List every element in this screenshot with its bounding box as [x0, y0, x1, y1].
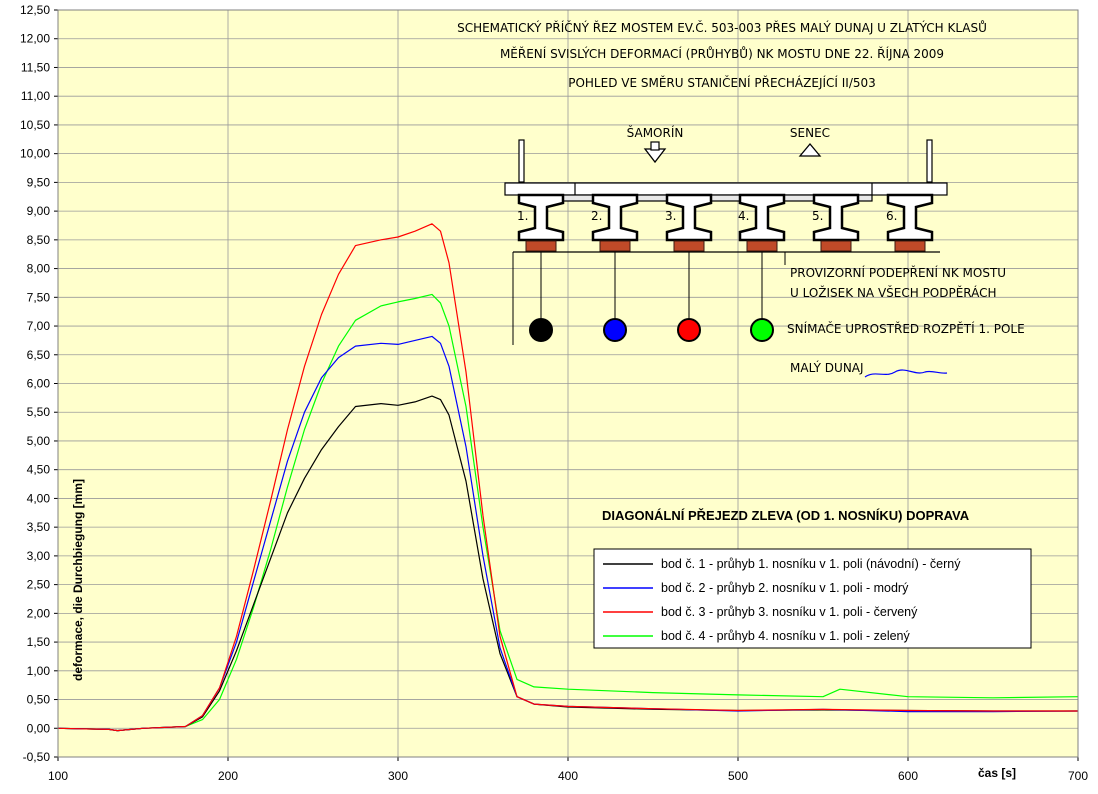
series-lines — [57, 223, 1079, 732]
sensor-dot — [529, 318, 553, 342]
y-tick-label: 11,00 — [21, 89, 50, 103]
arrow-up-icon — [798, 142, 822, 157]
sensors — [529, 252, 774, 342]
x-tick-labels: 100 200 300 400 500 600 700 — [48, 769, 1088, 783]
y-tick-label: 0,50 — [27, 693, 51, 707]
direction-right-label: SENEC — [790, 126, 830, 140]
legend-label: bod č. 1 - průhyb 1. nosníku v 1. poli (… — [661, 557, 961, 571]
plot-border — [57, 9, 1079, 758]
y-tick-label: 8,00 — [27, 262, 51, 276]
y-axis-label: deformace, die Durchbiegung [mm] — [71, 479, 85, 681]
y-tick-label: 3,50 — [27, 520, 51, 534]
y-tick-label: 2,50 — [27, 578, 51, 592]
y-tick-label: 12,50 — [20, 3, 50, 17]
y-tick-label: 1,50 — [27, 635, 51, 649]
y-tick-label: 2,00 — [27, 606, 51, 620]
girder-label: 3. — [665, 209, 676, 223]
y-tick-label: 10,00 — [20, 147, 50, 161]
bridge-cross-section-diagram: SCHEMATICKÝ PŘÍČNÝ ŘEZ MOSTEM EV.Č. 503-… — [457, 20, 1025, 378]
girder-5 — [812, 193, 860, 242]
sensor-dot — [677, 318, 701, 342]
x-tick-label: 600 — [898, 769, 918, 783]
bearings — [525, 240, 926, 252]
diagram-title-line-2: MĚŘENÍ SVISLÝCH DEFORMACÍ (PRŮHYBŮ) NK M… — [500, 46, 944, 61]
bearing-pad — [673, 240, 705, 252]
y-tick-label: 1,00 — [27, 664, 51, 678]
y-tick-label: 7,50 — [27, 290, 51, 304]
y-tick-label: 6,00 — [27, 377, 51, 391]
y-tick-label: 9,50 — [27, 175, 51, 189]
legend-box — [593, 548, 1032, 649]
x-tick-label: 700 — [1068, 769, 1088, 783]
legend: bod č. 1 - průhyb 1. nosníku v 1. poli (… — [593, 548, 1032, 649]
y-tick-label: 10,50 — [20, 118, 50, 132]
y-tick-label: 12,00 — [20, 32, 50, 46]
girder-1 — [517, 193, 565, 242]
bearing-pad — [525, 240, 557, 252]
support-note-line-1: PROVIZORNÍ PODEPŘENÍ NK MOSTU — [790, 265, 1006, 280]
y-tick-label: 0,00 — [27, 721, 51, 735]
y-tick-label: 4,50 — [27, 463, 51, 477]
legend-label: bod č. 3 - průhyb 3. nosníku v 1. poli -… — [661, 605, 918, 619]
sensor-note: SNÍMAČE UPROSTŘED ROZPĚTÍ 1. POLE — [787, 321, 1025, 336]
direction-left-label: ŠAMORÍN — [627, 125, 684, 140]
diagram-title-line-1: SCHEMATICKÝ PŘÍČNÝ ŘEZ MOSTEM EV.Č. 503-… — [457, 20, 987, 35]
y-tick-label: 11,50 — [21, 60, 50, 74]
girder-4 — [738, 193, 786, 242]
x-axis-label: čas [s] — [978, 766, 1016, 780]
x-tick-label: 200 — [218, 769, 238, 783]
x-tick-label: 100 — [48, 769, 68, 783]
x-tick-label: 500 — [728, 769, 748, 783]
x-tick-label: 400 — [558, 769, 578, 783]
girder-3 — [665, 193, 713, 242]
river-label: MALÝ DUNAJ — [790, 360, 864, 375]
girder-label: 2. — [591, 209, 602, 223]
girder-label: 5. — [812, 209, 823, 223]
y-tick-label: 5,50 — [27, 405, 51, 419]
series-line-3 — [57, 223, 1078, 732]
girder-label: 6. — [886, 209, 897, 223]
y-tick-label: 8,50 — [27, 233, 51, 247]
y-tick-label: 4,00 — [27, 491, 51, 505]
arrow-down-stem — [650, 141, 660, 151]
bearing-pad — [599, 240, 631, 252]
girder-label: 1. — [517, 209, 528, 223]
y-tick-label: -0,50 — [23, 750, 51, 764]
y-tick-label: 3,00 — [27, 549, 51, 563]
girder-6 — [886, 193, 934, 242]
bearing-pad — [894, 240, 926, 252]
crossing-note: DIAGONÁLNÍ PŘEJEZD ZLEVA (OD 1. NOSNÍKU)… — [602, 508, 970, 523]
bearing-pad — [746, 240, 778, 252]
sensor-dot — [603, 318, 627, 342]
support-note-line-2: U LOŽISEK NA VŠECH PODPĚRÁCH — [790, 285, 997, 300]
y-tick-labels: -0,50 0,00 0,50 1,00 1,50 2,00 2,50 3,00 3,50 4,0… — [20, 3, 50, 764]
river-wave-icon — [864, 369, 948, 378]
y-tick-label: 5,00 — [27, 434, 51, 448]
legend-label: bod č. 4 - průhyb 4. nosníku v 1. poli -… — [661, 629, 910, 643]
sensor-dot — [750, 318, 774, 342]
railings — [518, 139, 933, 183]
girder-2 — [591, 193, 639, 242]
y-tick-label: 7,00 — [27, 319, 51, 333]
girder-label: 4. — [738, 209, 749, 223]
x-tick-label: 300 — [388, 769, 408, 783]
legend-label: bod č. 2 - průhyb 2. nosníku v 1. poli -… — [661, 581, 909, 595]
girders: 1. 2. 3. 4. 5. 6. — [517, 193, 934, 242]
y-tick-label: 9,00 — [27, 204, 51, 218]
bearing-pad — [820, 240, 852, 252]
y-tick-label: 6,50 — [27, 348, 51, 362]
series-line-4 — [57, 293, 1079, 732]
deck-slab — [504, 182, 948, 202]
diagram-title-line-3: POHLED VE SMĚRU STANIČENÍ PŘECHÁZEJÍCÍ I… — [568, 75, 876, 90]
